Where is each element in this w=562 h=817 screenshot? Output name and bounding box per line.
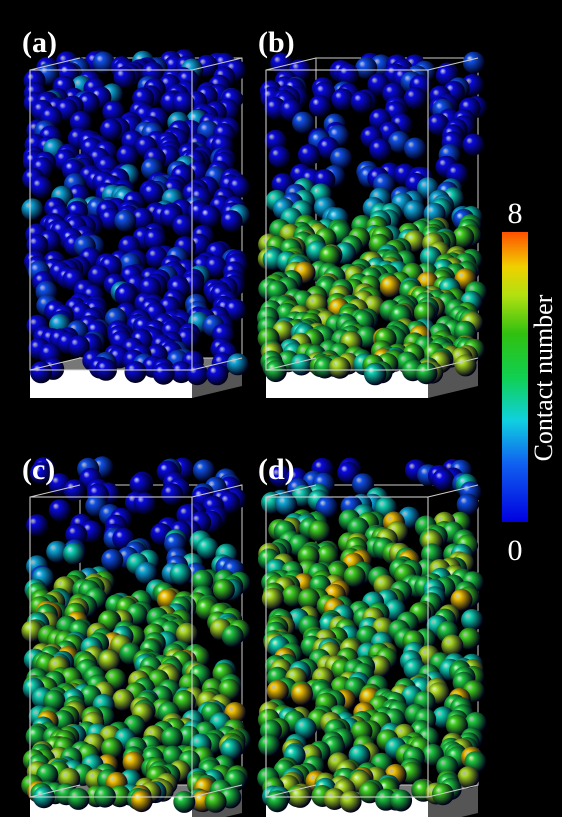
sphere <box>390 790 412 812</box>
sphere <box>267 680 289 702</box>
sphere <box>67 788 89 810</box>
colorbar <box>502 232 528 522</box>
sphere <box>291 683 313 705</box>
sphere <box>462 134 484 156</box>
sphere <box>30 361 52 383</box>
sphere <box>153 363 175 385</box>
sphere <box>116 145 138 167</box>
page: (a)(b)(c)(d) 8 0 Contact number (() => {… <box>0 0 562 817</box>
sphere <box>340 791 362 813</box>
sphere <box>206 363 228 385</box>
sphere <box>262 588 284 610</box>
sphere <box>222 625 244 647</box>
sphere <box>213 579 235 601</box>
sphere <box>455 354 477 376</box>
sphere <box>49 499 71 521</box>
panel-label: (c) <box>22 453 55 486</box>
sphere <box>432 469 454 491</box>
sphere <box>364 363 386 385</box>
colorbar-title: Contact number <box>529 294 558 461</box>
sphere <box>205 791 227 813</box>
sphere <box>142 182 164 204</box>
sphere <box>432 783 454 805</box>
sphere <box>114 210 136 232</box>
panel-label: (b) <box>258 26 295 59</box>
panel: (c) <box>21 453 250 817</box>
sphere <box>134 492 156 514</box>
sphere <box>227 353 249 375</box>
panel: (a) <box>21 26 250 398</box>
sphere <box>292 112 314 134</box>
sphere <box>197 537 219 559</box>
sphere <box>170 563 192 585</box>
sphere <box>131 790 153 812</box>
sphere <box>161 483 183 505</box>
sphere <box>331 88 353 110</box>
sphere <box>308 520 330 542</box>
sphere <box>266 790 288 812</box>
figure: (a) (b) (c) (d) 8 0 Contact number <box>0 0 562 817</box>
sphere <box>329 357 351 379</box>
sphere <box>63 543 85 565</box>
sphere <box>268 146 290 168</box>
sphere <box>369 139 391 161</box>
sphere <box>404 87 426 109</box>
sphere <box>125 361 147 383</box>
sphere <box>351 91 373 113</box>
sphere <box>258 734 280 756</box>
sphere <box>198 206 220 228</box>
sphere <box>416 362 438 384</box>
sphere <box>221 210 243 232</box>
panel-label: (d) <box>258 453 295 486</box>
sphere <box>26 514 48 536</box>
sphere <box>101 549 123 571</box>
colorbar-min: 0 <box>508 534 523 567</box>
sphere <box>21 198 43 220</box>
sphere <box>404 138 426 160</box>
sphere <box>172 215 194 237</box>
sphere <box>463 52 485 74</box>
sphere <box>298 144 320 166</box>
sphere <box>380 276 402 298</box>
sphere <box>265 360 287 382</box>
sphere <box>461 609 483 631</box>
sphere <box>309 95 331 117</box>
sphere <box>172 92 194 114</box>
sphere <box>30 176 52 198</box>
sphere <box>290 354 312 376</box>
panel-label: (a) <box>22 26 57 59</box>
sphere <box>64 479 86 501</box>
sphere <box>130 473 152 495</box>
colorbar-max: 8 <box>508 197 523 230</box>
